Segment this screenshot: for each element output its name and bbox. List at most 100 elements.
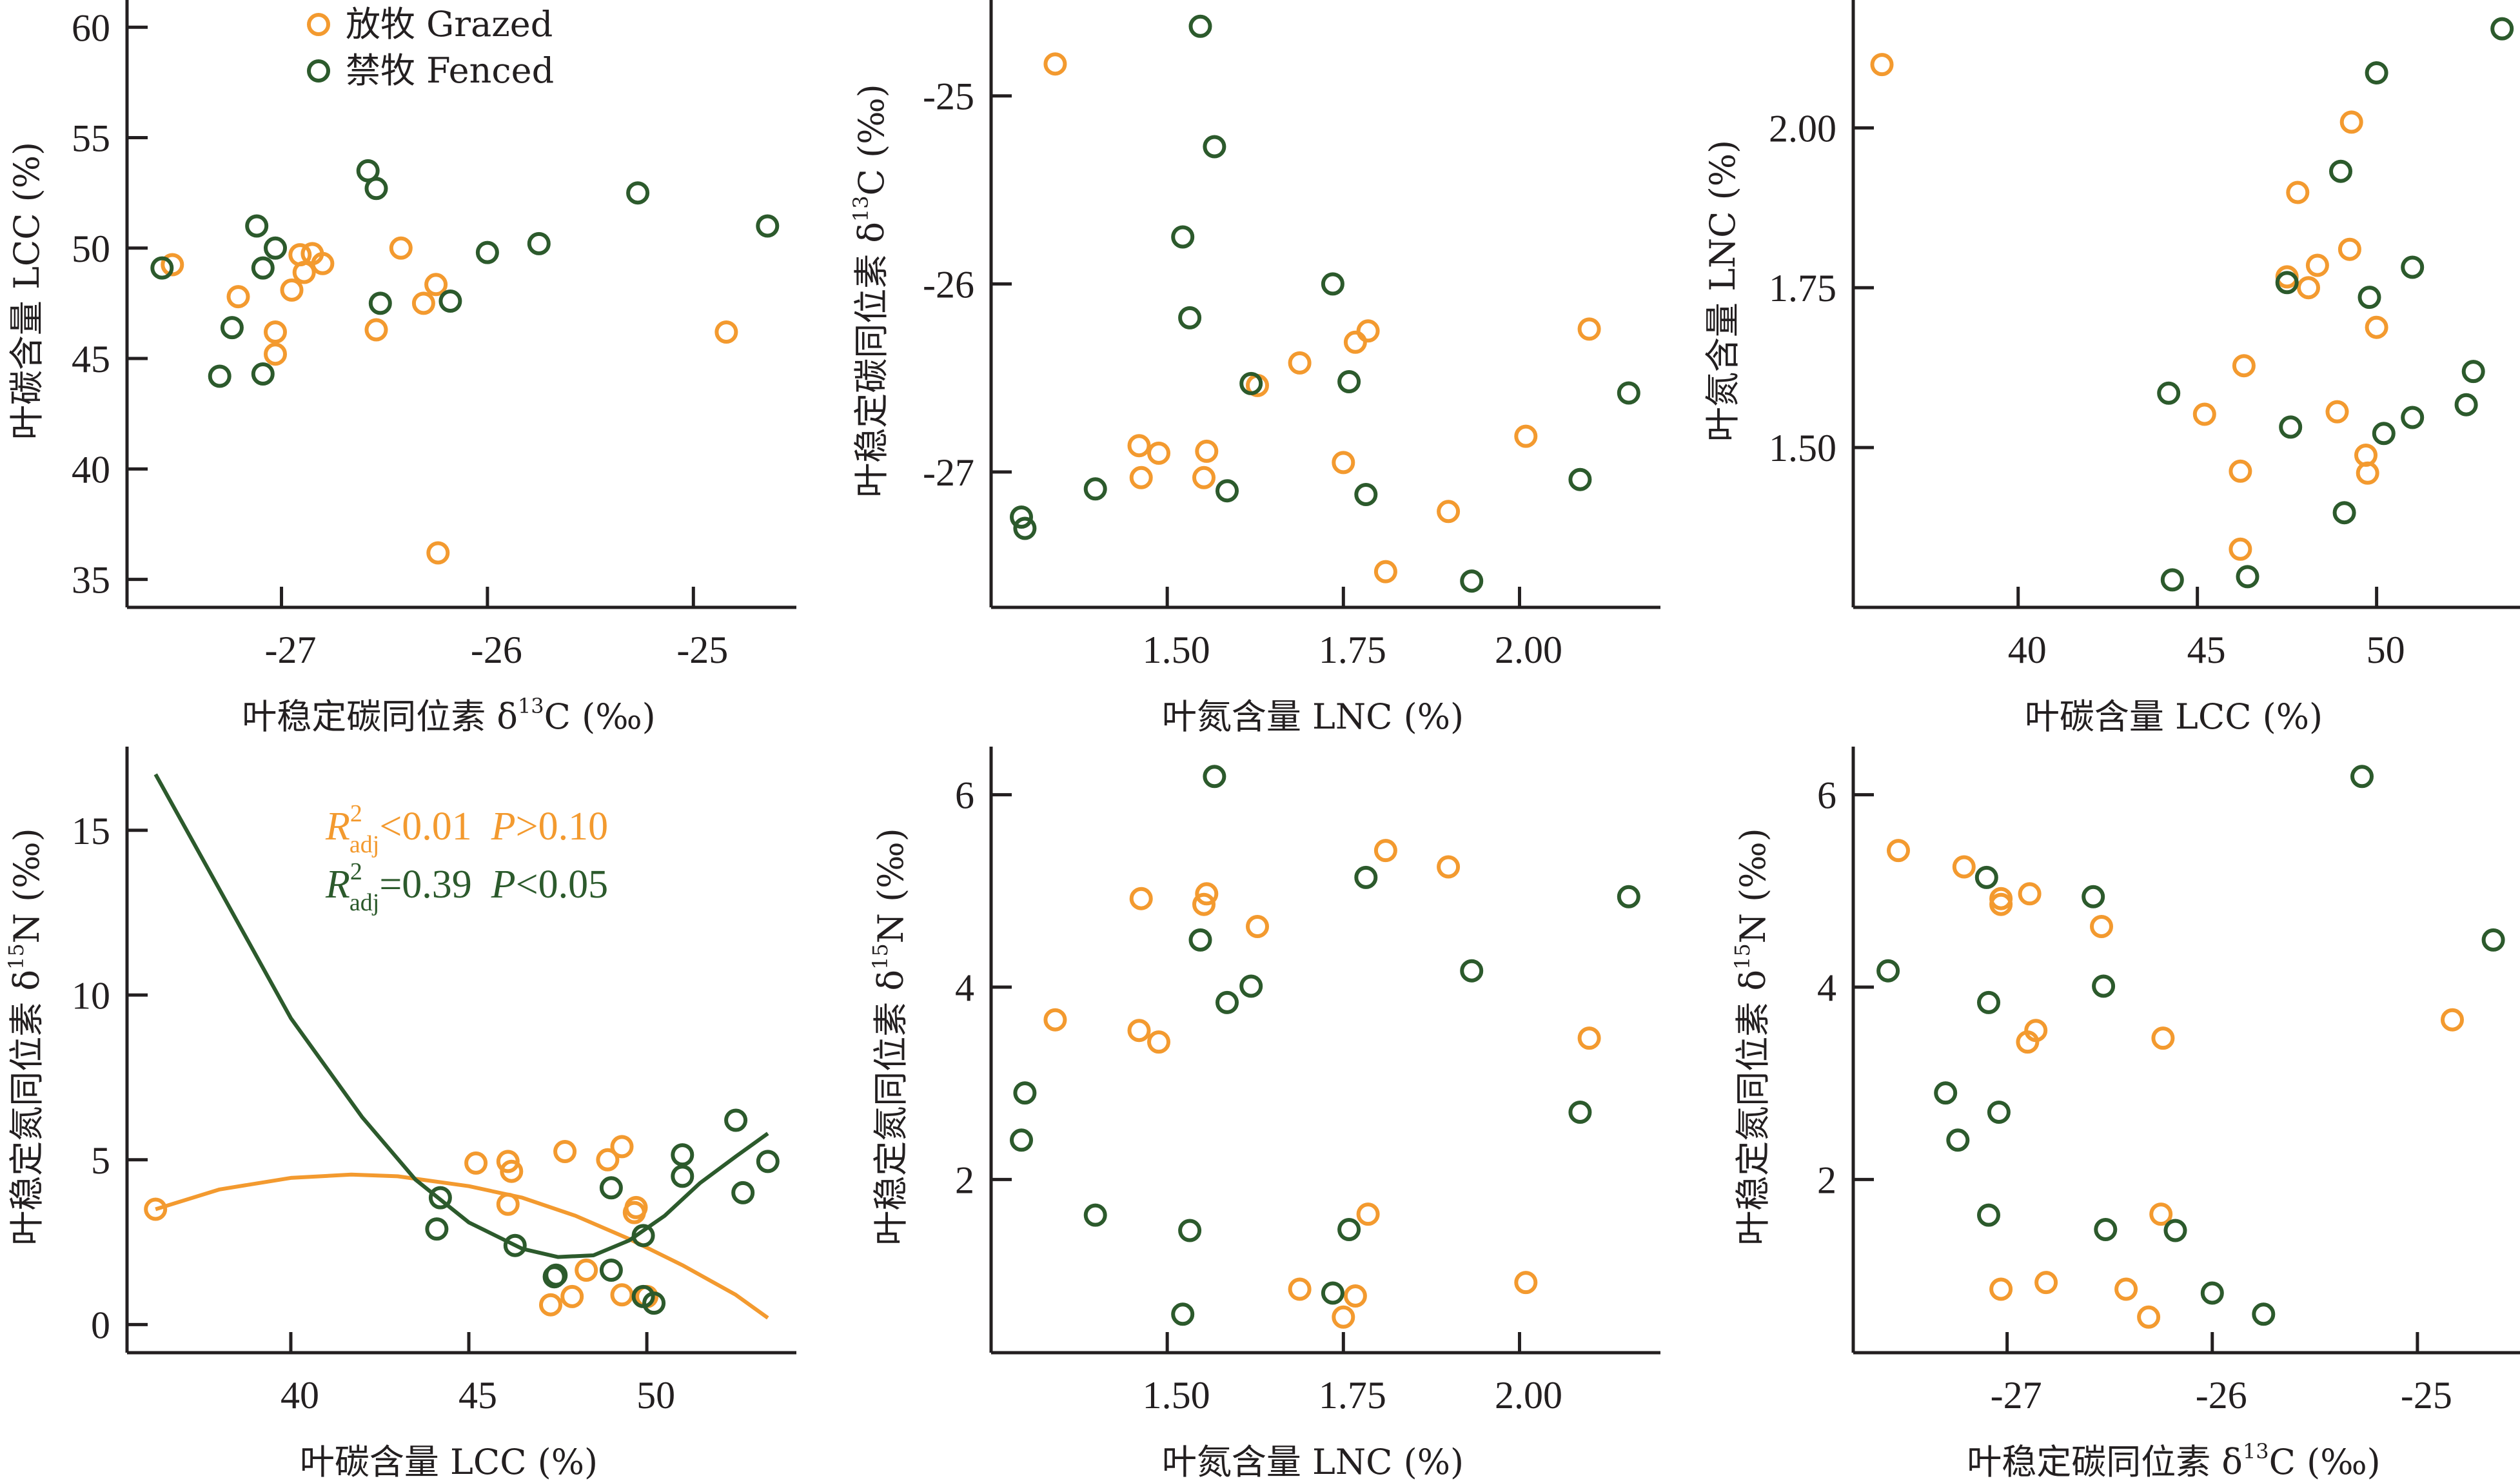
point-fenced: [1934, 1081, 1958, 1105]
annotation-fenced-p: P: [491, 863, 516, 907]
point-grazed: [2090, 915, 2113, 938]
point-fenced: [599, 1176, 623, 1200]
fit-curve-fenced: [153, 773, 769, 1259]
annotation-fenced: R2 adj=0.39 P<0.05: [325, 858, 608, 916]
point-fenced: [1178, 306, 1202, 329]
point-grazed: [1043, 1008, 1067, 1032]
point-grazed: [1246, 915, 1269, 938]
legend-marker-fenced: [307, 59, 330, 83]
point-grazed: [2016, 1030, 2040, 1054]
point-grazed: [1288, 351, 1312, 375]
point-fenced: [1013, 516, 1037, 540]
annotation-fenced-r2: =0.39: [379, 863, 471, 907]
fit-annotation: R2 adj<0.01 P>0.10 R2 adj=0.39 P<0.05: [325, 800, 608, 916]
y-tick-label: 5: [91, 1139, 110, 1182]
point-grazed: [2338, 237, 2361, 261]
x-axis-title: 叶碳含量 LCC (%): [2025, 696, 2323, 737]
x-tick-label: 2.00: [1495, 629, 1562, 671]
point-grazed: [411, 291, 435, 315]
x-axis-title: 叶氮含量 LNC (%): [1162, 696, 1464, 737]
point-grazed: [226, 285, 250, 309]
point-fenced: [756, 1150, 780, 1173]
point-fenced: [544, 1263, 568, 1287]
point-grazed: [2229, 459, 2252, 483]
point-fenced: [2454, 393, 2478, 417]
y-tick-label: 55: [72, 117, 110, 160]
x-tick-label: -25: [2401, 1374, 2452, 1417]
y-tick-label: 45: [72, 338, 110, 380]
y-tick-label: 4: [1817, 966, 1836, 1009]
point-fenced: [1977, 990, 2000, 1014]
point-fenced: [264, 236, 287, 260]
point-grazed: [2365, 315, 2388, 339]
point-grazed: [424, 273, 448, 297]
point-grazed: [1147, 1030, 1170, 1054]
y-tick-label: 50: [72, 228, 110, 270]
annotation-fenced-sub: adj: [349, 889, 379, 916]
point-grazed: [575, 1259, 598, 1282]
point-fenced: [1239, 371, 1263, 395]
point-grazed: [2339, 110, 2363, 134]
x-tick-label: -26: [2196, 1374, 2247, 1417]
point-fenced: [2481, 928, 2505, 952]
point-grazed: [389, 236, 413, 260]
point-grazed: [2325, 400, 2349, 424]
point-fenced: [1083, 1203, 1107, 1227]
point-fenced: [2372, 422, 2396, 446]
point-fenced: [1568, 1101, 1592, 1124]
y-tick-label: 6: [1817, 774, 1836, 817]
point-fenced: [1083, 477, 1107, 501]
point-fenced: [1460, 959, 1484, 983]
point-fenced: [1977, 1203, 2000, 1227]
y-axis-title: 叶稳定氮同位素 δ15N (‰): [868, 828, 911, 1245]
x-tick-label: 45: [2187, 629, 2226, 671]
point-fenced: [1974, 865, 1998, 889]
point-grazed: [500, 1159, 524, 1183]
point-grazed: [1577, 1026, 1601, 1050]
point-fenced: [1216, 990, 1239, 1014]
y-tick-label: -25: [923, 75, 974, 118]
point-grazed: [1343, 1284, 1367, 1308]
point-fenced: [2279, 415, 2303, 439]
point-grazed: [144, 1197, 168, 1221]
point-fenced: [1188, 14, 1212, 38]
point-fenced: [2163, 1219, 2187, 1242]
point-fenced: [1321, 272, 1344, 296]
y-tick-label: 1.50: [1769, 427, 1836, 469]
x-tick-label: 1.50: [1143, 629, 1210, 671]
point-grazed: [2229, 537, 2252, 561]
y-tick-label: 10: [72, 974, 110, 1017]
y-tick-label: 2.00: [1769, 107, 1836, 150]
point-fenced: [1188, 928, 1212, 952]
series-grazed: [1043, 839, 1601, 1329]
y-axis-title: 叶稳定氮同位素 δ15N (‰): [4, 828, 47, 1245]
point-grazed: [2305, 253, 2329, 277]
point-fenced: [2401, 255, 2425, 279]
annotation-grazed-r: R: [325, 805, 350, 848]
point-grazed: [1043, 52, 1067, 76]
point-fenced: [1203, 135, 1226, 159]
point-grazed: [2137, 1305, 2161, 1329]
point-fenced: [2401, 406, 2425, 429]
point-fenced: [1946, 1128, 1970, 1152]
y-axis-title: 叶碳含量 LCC (%): [6, 142, 47, 440]
point-grazed: [292, 260, 316, 284]
point-grazed: [496, 1192, 520, 1216]
x-tick-label: 1.75: [1319, 629, 1386, 671]
point-grazed: [1989, 892, 2013, 916]
legend-label-grazed: 放牧 Grazed: [346, 4, 553, 44]
point-grazed: [610, 1283, 634, 1307]
point-grazed: [622, 1201, 646, 1224]
x-tick-label: -27: [265, 629, 317, 671]
point-grazed: [1870, 53, 1894, 77]
y-axis-title: 叶稳定碳同位素 δ13C (‰): [849, 84, 892, 497]
point-fenced: [1460, 569, 1484, 593]
point-fenced: [1239, 974, 1263, 998]
point-grazed: [2018, 882, 2042, 906]
x-tick-label: 1.75: [1319, 1374, 1386, 1417]
point-grazed: [464, 1151, 488, 1175]
point-fenced: [731, 1181, 755, 1204]
annotation-grazed-p: P: [491, 805, 516, 848]
legend-marker-grazed: [307, 13, 330, 36]
